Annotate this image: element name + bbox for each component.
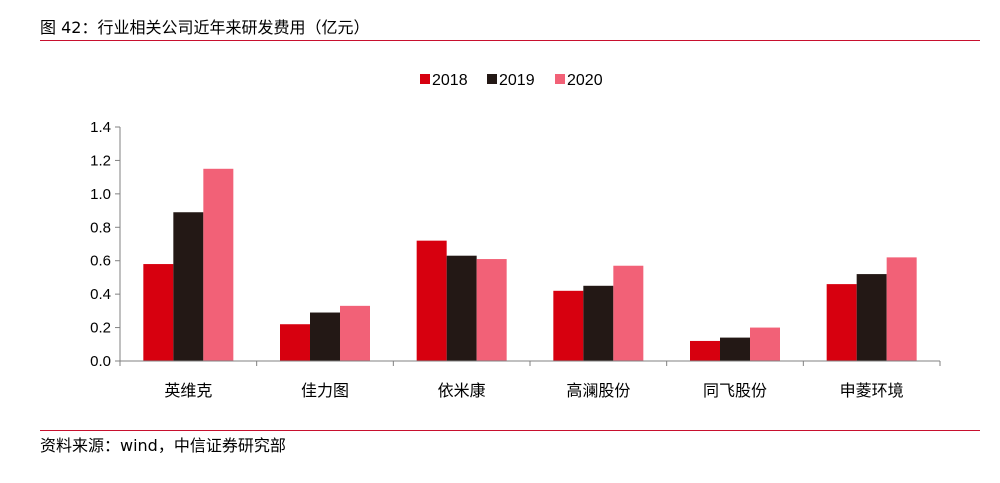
x-category-label: 申菱环境	[840, 381, 904, 400]
y-axis: 0.0 0.2 0.4 0.6 0.8 1.0 1.2 1.4	[90, 119, 121, 370]
x-category-label: 佳力图	[301, 381, 349, 400]
bar-2018	[416, 240, 447, 361]
source-note: 资料来源：wind，中信证券研究部	[40, 436, 286, 455]
bar-2018	[553, 290, 584, 361]
bar-2020	[613, 265, 644, 361]
bar-2019	[583, 285, 614, 361]
x-category-label: 英维克	[164, 381, 212, 400]
x-axis: 英维克 佳力图 依米康 高澜股份 同飞股份 申菱环境	[119, 360, 941, 400]
title-rule	[40, 40, 980, 41]
chart-legend: 2018 2019 2020	[420, 72, 603, 89]
bar-2018	[280, 324, 310, 361]
bar-2018	[826, 284, 857, 361]
y-tick-label: 0.0	[90, 353, 111, 370]
y-tick-label: 0.8	[90, 219, 111, 236]
bar-2020	[203, 168, 234, 361]
y-tick-label: 1.2	[90, 152, 111, 169]
x-category-label: 高澜股份	[566, 381, 630, 400]
y-tick-label: 1.4	[90, 119, 111, 136]
bar-2020	[750, 327, 780, 361]
bar-2020	[340, 305, 370, 361]
legend-swatch-2019	[487, 74, 497, 84]
bar-series-group	[143, 168, 917, 361]
source-rule	[40, 430, 980, 431]
bar-2018	[690, 340, 720, 361]
bar-2019	[856, 274, 887, 361]
y-tick-label: 0.6	[90, 253, 111, 270]
legend-label: 2018	[432, 72, 468, 89]
legend-swatch-2018	[420, 74, 430, 84]
bar-2020	[886, 257, 917, 361]
bar-2019	[720, 337, 750, 361]
legend-label: 2020	[567, 72, 603, 89]
x-category-label: 同飞股份	[703, 381, 767, 400]
y-tick-label: 0.2	[90, 320, 111, 337]
legend-label: 2019	[499, 72, 535, 89]
bar-2019	[310, 312, 340, 361]
figure-title: 图 42：行业相关公司近年来研发费用（亿元）	[40, 18, 370, 37]
bar-2019	[446, 255, 477, 361]
y-tick-label: 0.4	[90, 286, 111, 303]
x-category-label: 依米康	[438, 381, 486, 400]
bar-2019	[173, 212, 204, 361]
bar-2020	[476, 259, 507, 361]
legend-swatch-2020	[555, 74, 565, 84]
y-tick-label: 1.0	[90, 186, 111, 203]
bar-2018	[143, 264, 174, 361]
